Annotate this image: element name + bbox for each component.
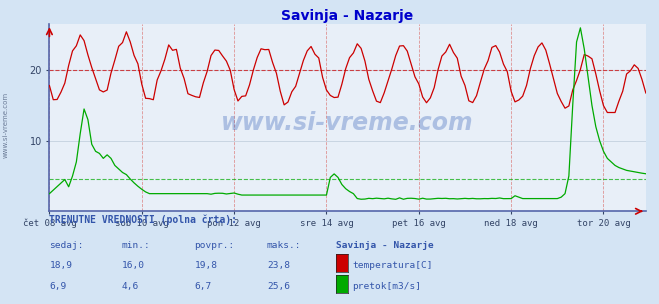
Text: 18,9: 18,9: [49, 261, 72, 270]
Text: 25,6: 25,6: [267, 282, 290, 292]
Text: 6,9: 6,9: [49, 282, 67, 292]
Text: 4,6: 4,6: [122, 282, 139, 292]
Text: 23,8: 23,8: [267, 261, 290, 270]
Text: pretok[m3/s]: pretok[m3/s]: [352, 282, 421, 292]
Text: 16,0: 16,0: [122, 261, 145, 270]
Text: sedaj:: sedaj:: [49, 241, 84, 250]
Text: TRENUTNE VREDNOSTI (polna črta):: TRENUTNE VREDNOSTI (polna črta):: [49, 215, 237, 226]
Text: povpr.:: povpr.:: [194, 241, 235, 250]
Text: 19,8: 19,8: [194, 261, 217, 270]
Text: www.si-vreme.com: www.si-vreme.com: [3, 92, 9, 158]
Text: www.si-vreme.com: www.si-vreme.com: [221, 111, 474, 135]
Text: maks.:: maks.:: [267, 241, 301, 250]
Text: Savinja - Nazarje: Savinja - Nazarje: [336, 241, 434, 250]
Text: 6,7: 6,7: [194, 282, 212, 292]
Title: Savinja - Nazarje: Savinja - Nazarje: [281, 9, 414, 23]
Text: min.:: min.:: [122, 241, 151, 250]
Text: temperatura[C]: temperatura[C]: [352, 261, 432, 270]
